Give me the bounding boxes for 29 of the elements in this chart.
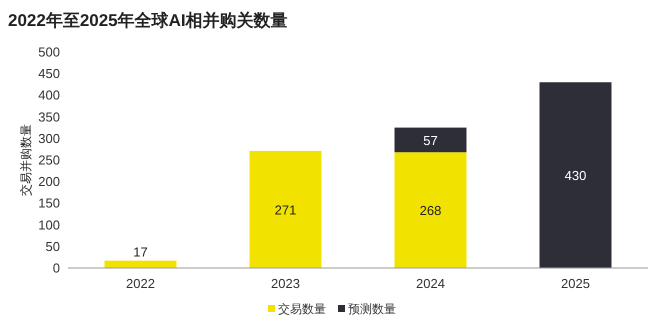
y-tick-label: 250 — [38, 152, 60, 168]
bar — [540, 82, 612, 268]
y-tick-label: 450 — [38, 66, 60, 82]
bar — [394, 152, 466, 268]
y-tick-label: 200 — [38, 174, 60, 190]
legend-label: 交易数量 — [278, 302, 326, 316]
x-tick-label: 2023 — [271, 276, 300, 291]
chart-title: 2022年至2025年全球AI相并购关数量 — [8, 11, 288, 30]
legend-label: 预测数量 — [348, 302, 396, 316]
y-tick-label: 0 — [52, 260, 60, 276]
data-label: 271 — [274, 202, 296, 218]
y-tick-label: 50 — [46, 238, 60, 254]
y-tick-label: 300 — [38, 130, 60, 146]
data-label: 430 — [564, 168, 586, 184]
x-tick-label: 2022 — [126, 276, 155, 291]
x-tick-label: 2025 — [561, 276, 590, 291]
data-label: 57 — [423, 132, 438, 148]
y-tick-label: 500 — [38, 44, 60, 60]
data-label: 17 — [133, 244, 148, 260]
x-tick-label: 2024 — [416, 276, 445, 291]
bar — [250, 150, 322, 268]
y-tick-label: 100 — [38, 217, 60, 232]
data-label: 268 — [420, 203, 442, 218]
y-tick-label: 400 — [38, 88, 60, 103]
bar — [394, 128, 466, 152]
y-tick-label: 350 — [38, 109, 60, 124]
y-tick-label: 150 — [38, 196, 60, 211]
y-axis-title: 交易并购数量 — [19, 124, 33, 196]
bar — [104, 260, 176, 268]
